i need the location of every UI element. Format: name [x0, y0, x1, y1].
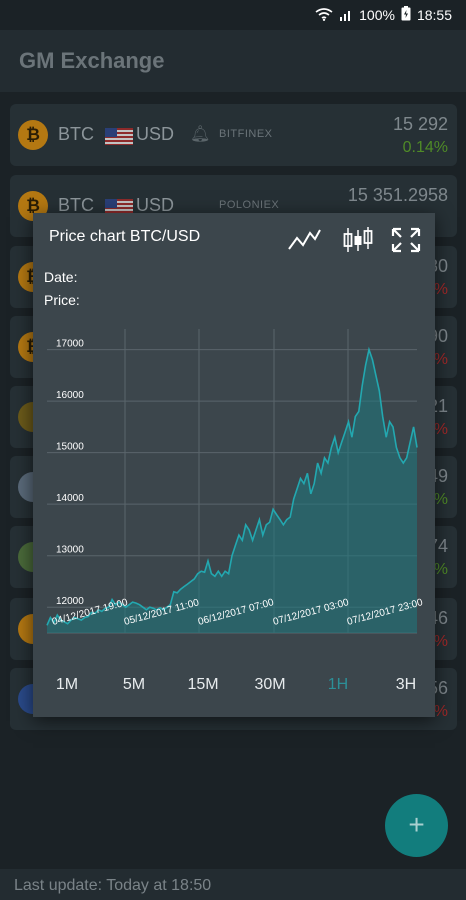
base-currency: BTC — [58, 195, 94, 215]
date-label: Date: — [44, 269, 78, 285]
y-tick-label: 15000 — [56, 442, 84, 453]
battery-percent: 100% — [359, 7, 395, 23]
timeframe-30m[interactable]: 30M — [254, 676, 286, 693]
price-area — [47, 349, 417, 633]
signal-icon — [339, 7, 353, 24]
status-bar: 100% 18:55 — [0, 0, 466, 30]
quote-currency: USD — [136, 195, 175, 215]
app-title: GM Exchange — [19, 48, 165, 73]
footer-bar: Last update: Today at 18:50 — [0, 869, 466, 900]
price-chart[interactable]: 12000130001400015000160001700004/12/2017… — [33, 313, 435, 643]
price-label: Price: — [44, 292, 80, 308]
timeframe-1m[interactable]: 1M — [55, 676, 79, 693]
price-chart-dialog: Price chart BTC/USD Date: Price: 12000 13… — [33, 213, 435, 717]
base-currency: BTC — [58, 124, 94, 144]
y-tick-label: 16000 — [56, 390, 84, 401]
plus-icon: + — [408, 809, 425, 840]
change-percent: % — [433, 703, 448, 720]
change-percent: % — [433, 561, 448, 578]
y-tick-label: 13000 — [56, 545, 84, 556]
ticker-row[interactable]: ₿ BTC USD POLONIEX 15 351.2958 — [10, 175, 457, 237]
change-percent: % — [433, 633, 448, 650]
change-percent: % — [433, 281, 448, 298]
clock: 18:55 — [416, 7, 452, 23]
app-bar: GM Exchange — [0, 30, 466, 92]
y-tick-label: 14000 — [56, 493, 84, 504]
exchange-name: POLONIEX — [219, 199, 280, 211]
bell-icon[interactable]: 🔔︎ — [190, 126, 211, 143]
change-percent: % — [433, 351, 448, 368]
price: 15 292 — [392, 114, 448, 134]
last-update-text: Last update: Today at 18:50 — [14, 877, 212, 894]
quote-currency: USD — [136, 124, 175, 144]
bitcoin-icon: ₿ — [18, 120, 48, 150]
change-percent: % — [433, 421, 448, 438]
price-line — [46, 346, 418, 626]
y-tick-label: 12000 — [56, 596, 84, 607]
timeframe-5m[interactable]: 5M — [122, 676, 146, 693]
battery-icon — [401, 6, 411, 24]
exchange-name: BITFINEX — [219, 128, 273, 140]
us-flag-icon — [105, 128, 133, 145]
timeframe-1h[interactable]: 1H — [327, 676, 349, 693]
y-tick-label: 17000 — [56, 339, 84, 350]
fullscreen-icon[interactable] — [388, 225, 424, 255]
timeframe-3h[interactable]: 3H — [395, 676, 417, 693]
ticker-row[interactable]: ₿ BTC USD 🔔︎ BITFINEX 15 292 0.14% — [10, 104, 457, 166]
line-chart-icon[interactable] — [286, 225, 322, 255]
timeframe-15m[interactable]: 15M — [187, 676, 219, 693]
change-percent: 0.14% — [402, 139, 448, 156]
add-button[interactable]: + — [385, 794, 448, 857]
price: 15 351.2958 — [347, 185, 448, 205]
dialog-title: Price chart BTC/USD — [49, 228, 201, 245]
us-flag-icon — [105, 199, 133, 216]
candlestick-icon[interactable] — [339, 225, 375, 255]
change-percent: % — [433, 491, 448, 508]
wifi-icon — [315, 7, 333, 24]
